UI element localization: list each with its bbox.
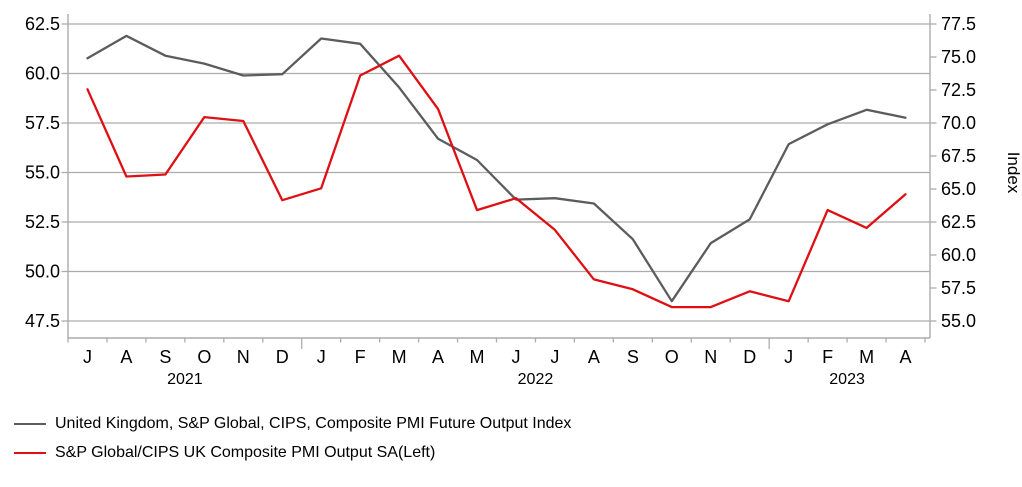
y-axis-right-tick-label: 72.5: [941, 80, 976, 100]
x-axis-year-label: 2022: [518, 371, 554, 388]
y-axis-left-tick-label: 62.5: [25, 14, 60, 34]
x-axis-month-label: A: [900, 347, 912, 367]
y-axis-left-tick-label: 52.5: [25, 212, 60, 232]
future-output-index-line: [86, 34, 907, 303]
y-axis-left-tick-label: 50.0: [25, 262, 60, 282]
y-axis-right-tick-label: 55.0: [941, 311, 976, 331]
x-axis-month-label: D: [276, 347, 289, 367]
y-axis-left-tick-label: 60.0: [25, 64, 60, 84]
x-axis-month-label: M: [470, 347, 485, 367]
x-axis-month-label: N: [237, 347, 250, 367]
x-axis-month-label: M: [392, 347, 407, 367]
x-axis-year-label: 2023: [829, 371, 865, 388]
legend-label-pmi-output-sa: S&P Global/CIPS UK Composite PMI Output …: [55, 444, 436, 461]
x-axis-month-label: S: [159, 347, 171, 367]
legend-label-future-output-index: United Kingdom, S&P Global, CIPS, Compos…: [55, 415, 572, 432]
right-axis-title: Index: [1004, 152, 1022, 194]
y-axis-right-tick-label: 57.5: [941, 278, 976, 298]
y-axis-right-tick-label: 77.5: [941, 14, 976, 34]
x-axis-month-label: J: [784, 347, 793, 367]
red-line-swatch: [14, 451, 46, 455]
x-axis-month-label: J: [550, 347, 559, 367]
chart-legend: United Kingdom, S&P Global, CIPS, Compos…: [14, 413, 571, 464]
x-axis-month-label: A: [432, 347, 444, 367]
x-axis-month-label: M: [859, 347, 874, 367]
y-axis-left-tick-label: 55.0: [25, 163, 60, 183]
x-axis-month-label: A: [120, 347, 132, 367]
x-axis-month-label: F: [822, 347, 833, 367]
y-axis-right-tick-label: 65.0: [941, 179, 976, 199]
x-axis-month-label: J: [317, 347, 326, 367]
x-axis-month-label: J: [83, 347, 92, 367]
pmi-line-chart: 62.5 60.0 57.5 55.0 52.5 50.0 47.5 77.5 75.0 72.5…: [25, 14, 1022, 388]
y-axis-right-tick-label: 70.0: [941, 113, 976, 133]
x-axis-month-label: J: [511, 347, 520, 367]
x-axis-month-label: O: [665, 347, 679, 367]
y-axis-right-tick-label: 75.0: [941, 47, 976, 67]
legend-item-pmi-output-sa: S&P Global/CIPS UK Composite PMI Output …: [14, 442, 571, 464]
x-axis-month-label: F: [355, 347, 366, 367]
gray-line-swatch: [14, 422, 46, 426]
x-axis-year-label: 2021: [167, 371, 203, 388]
x-axis-month-label: N: [704, 347, 717, 367]
y-axis-left-tick-label: 47.5: [25, 311, 60, 331]
pmi-output-sa-line: [86, 54, 907, 309]
x-axis-month-label: D: [743, 347, 756, 367]
legend-item-future-output-index: United Kingdom, S&P Global, CIPS, Compos…: [14, 413, 571, 435]
x-axis-month-label: O: [197, 347, 211, 367]
x-axis-month-label: S: [627, 347, 639, 367]
y-axis-right-tick-label: 60.0: [941, 245, 976, 265]
y-axis-right-tick-label: 67.5: [941, 146, 976, 166]
y-axis-left-tick-label: 57.5: [25, 113, 60, 133]
x-axis-month-label: A: [588, 347, 600, 367]
y-axis-right-tick-label: 62.5: [941, 212, 976, 232]
